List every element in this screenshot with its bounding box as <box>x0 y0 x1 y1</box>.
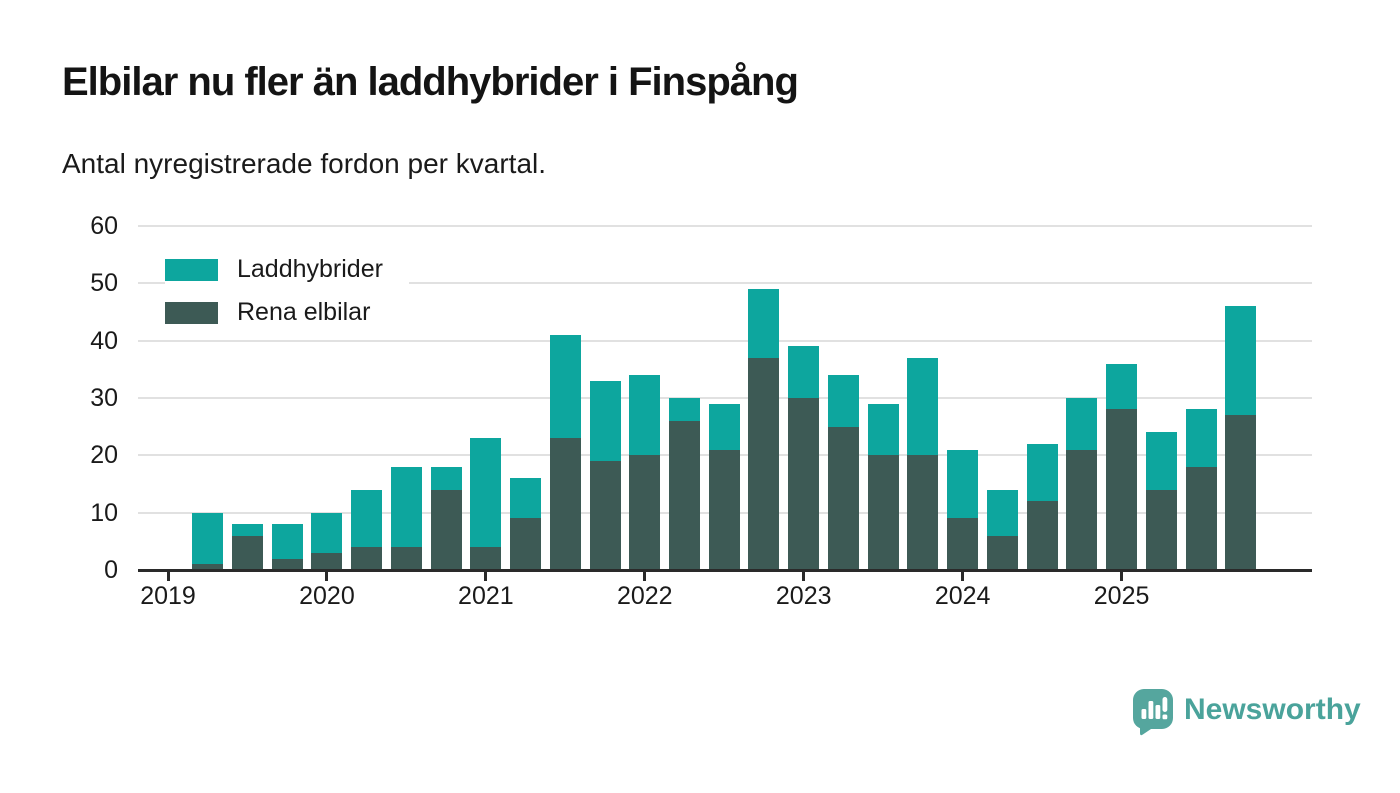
bar-laddhybrider-2019-Q4 <box>271 524 303 559</box>
bar-rena-elbilar-2022-Q2 <box>669 420 701 570</box>
bar-rena-elbilar-2025-Q2 <box>1145 489 1177 570</box>
bar-rena-elbilar-2021-Q2 <box>510 518 542 570</box>
bar-rena-elbilar-2022-Q3 <box>708 449 740 570</box>
legend: Laddhybrider Rena elbilar <box>165 251 409 331</box>
x-axis-tick-2021 <box>484 572 488 581</box>
bar-rena-elbilar-2024-Q2 <box>986 535 1018 570</box>
bar-rena-elbilar-2025-Q4 <box>1225 415 1257 570</box>
legend-swatch-rena-elbilar <box>165 301 218 324</box>
gridline-y-50 <box>138 282 1312 285</box>
bar-rena-elbilar-2019-Q3 <box>231 535 263 570</box>
bar-laddhybrider-2021-Q2 <box>510 478 542 519</box>
bar-rena-elbilar-2022-Q4 <box>748 357 780 570</box>
newsworthy-logo-icon <box>1133 689 1173 736</box>
x-axis-label-2019: 2019 <box>140 582 196 610</box>
bar-laddhybrider-2024-Q1 <box>947 449 979 519</box>
legend-item-laddhybrider: Laddhybrider <box>165 255 383 284</box>
y-axis-label-20: 20 <box>90 441 118 470</box>
bar-laddhybrider-2025-Q4 <box>1225 306 1257 416</box>
bar-laddhybrider-2025-Q2 <box>1145 432 1177 490</box>
bar-rena-elbilar-2019-Q2 <box>192 564 224 570</box>
y-axis-label-10: 10 <box>90 498 118 527</box>
chart-title: Elbilar nu fler än laddhybrider i Finspå… <box>62 60 799 104</box>
bar-laddhybrider-2023-Q2 <box>827 375 859 427</box>
bar-rena-elbilar-2023-Q3 <box>867 455 899 570</box>
bar-laddhybrider-2021-Q4 <box>589 380 621 462</box>
bar-rena-elbilar-2023-Q4 <box>907 455 939 570</box>
bar-laddhybrider-2020-Q4 <box>430 466 462 490</box>
newsworthy-logo-text: Newsworthy <box>1184 693 1361 726</box>
x-axis-tick-2022 <box>643 572 647 581</box>
gridline-y-30 <box>138 397 1312 399</box>
bar-laddhybrider-2021-Q1 <box>470 438 502 548</box>
bar-laddhybrider-2025-Q1 <box>1106 363 1138 410</box>
bar-laddhybrider-2024-Q3 <box>1026 443 1058 502</box>
bar-rena-elbilar-2020-Q3 <box>390 547 422 570</box>
legend-swatch-laddhybrider <box>165 258 218 281</box>
y-axis-label-0: 0 <box>104 556 118 584</box>
bar-laddhybrider-2023-Q4 <box>907 357 939 456</box>
bar-laddhybrider-2024-Q4 <box>1066 398 1098 450</box>
x-axis-label-2021: 2021 <box>458 582 514 610</box>
legend-label-laddhybrider: Laddhybrider <box>237 255 383 283</box>
x-axis-label-2022: 2022 <box>616 582 673 610</box>
bar-rena-elbilar-2020-Q4 <box>430 489 462 570</box>
bar-rena-elbilar-2024-Q4 <box>1066 449 1098 570</box>
y-axis-label-30: 30 <box>90 384 118 412</box>
bar-rena-elbilar-2021-Q1 <box>470 547 502 570</box>
chart-subtitle: Antal nyregistrerade fordon per kvartal. <box>62 148 547 179</box>
bar-rena-elbilar-2025-Q3 <box>1185 466 1217 570</box>
gridline-y-40 <box>138 339 1312 342</box>
y-axis-label-50: 50 <box>90 269 118 298</box>
legend-item-rena-elbilar: Rena elbilar <box>165 298 383 327</box>
x-axis-tick-2023 <box>802 572 806 581</box>
bar-laddhybrider-2022-Q3 <box>708 403 740 450</box>
bar-rena-elbilar-2019-Q4 <box>271 558 303 570</box>
bar-rena-elbilar-2025-Q1 <box>1106 409 1138 570</box>
bar-laddhybrider-2020-Q2 <box>351 489 383 548</box>
bar-laddhybrider-2021-Q3 <box>549 334 581 439</box>
bar-rena-elbilar-2021-Q4 <box>589 461 621 570</box>
bar-laddhybrider-2019-Q3 <box>231 524 263 536</box>
bar-laddhybrider-2022-Q1 <box>629 375 661 456</box>
x-axis-tick-2020 <box>325 572 329 581</box>
bar-laddhybrider-2020-Q3 <box>390 466 422 548</box>
bar-laddhybrider-2023-Q1 <box>788 346 820 398</box>
x-axis-line <box>138 569 1312 572</box>
bar-laddhybrider-2020-Q1 <box>311 512 343 553</box>
gridline-y-60 <box>138 225 1312 227</box>
bar-laddhybrider-2023-Q3 <box>867 403 899 456</box>
bar-rena-elbilar-2020-Q1 <box>311 552 343 570</box>
bar-rena-elbilar-2024-Q1 <box>947 518 979 570</box>
bar-rena-elbilar-2024-Q3 <box>1026 501 1058 570</box>
bar-rena-elbilar-2020-Q2 <box>351 547 383 570</box>
bar-rena-elbilar-2021-Q3 <box>549 438 581 570</box>
bar-rena-elbilar-2022-Q1 <box>629 455 661 570</box>
newsworthy-logo: Newsworthy <box>1132 688 1361 738</box>
x-axis-label-2024: 2024 <box>934 582 991 610</box>
x-axis-tick-2025 <box>1120 572 1124 581</box>
bar-laddhybrider-2022-Q2 <box>669 398 701 421</box>
bar-laddhybrider-2024-Q2 <box>986 489 1018 536</box>
x-axis-label-2023: 2023 <box>775 582 832 610</box>
legend-label-rena-elbilar: Rena elbilar <box>237 298 371 326</box>
bar-laddhybrider-2019-Q2 <box>192 512 224 565</box>
bar-rena-elbilar-2023-Q2 <box>827 426 859 570</box>
x-axis-tick-2024 <box>961 572 965 581</box>
y-axis-label-40: 40 <box>90 326 118 355</box>
x-axis-label-2025: 2025 <box>1093 582 1150 610</box>
x-axis-label-2020: 2020 <box>299 582 355 610</box>
y-axis-label-60: 60 <box>90 212 118 240</box>
bar-laddhybrider-2022-Q4 <box>748 289 780 358</box>
x-axis-tick-2019 <box>166 572 170 581</box>
bar-laddhybrider-2025-Q3 <box>1185 409 1217 467</box>
bar-rena-elbilar-2023-Q1 <box>788 398 820 570</box>
